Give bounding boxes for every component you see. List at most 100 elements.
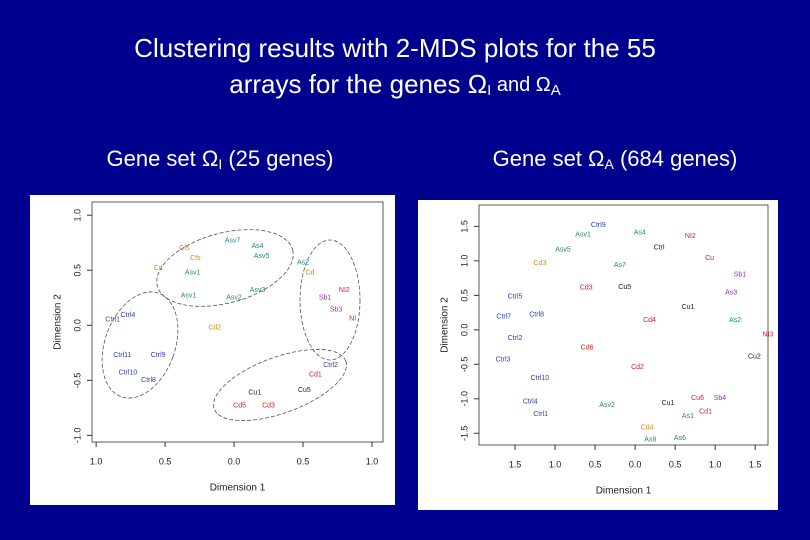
title-sub: A bbox=[551, 82, 561, 99]
point-label: Ctrl10 bbox=[530, 375, 549, 382]
y-tick-label: -1.5 bbox=[459, 426, 469, 442]
plot-box bbox=[478, 204, 769, 446]
point-label: As1 bbox=[682, 413, 694, 420]
point-label: Ctrl8 bbox=[529, 311, 544, 318]
heading-sub: A bbox=[604, 156, 614, 172]
y-tick-label: -0.5 bbox=[72, 373, 82, 389]
point-label: Cu1 bbox=[682, 304, 695, 311]
x-tick-label: 1.0 bbox=[709, 459, 722, 469]
point-label: Ctrl2 bbox=[508, 335, 523, 342]
point-label: Cd bbox=[154, 265, 163, 272]
point-label: As3 bbox=[725, 289, 737, 296]
x-tick-label: 0.5 bbox=[669, 459, 682, 469]
y-axis-label: Dimension 2 bbox=[53, 294, 64, 350]
point-label: Cu6 bbox=[691, 395, 704, 402]
heading-sub: I bbox=[218, 156, 222, 172]
x-tick-label: 1.5 bbox=[749, 459, 762, 469]
point-label: Cd2 bbox=[208, 324, 221, 331]
point-label: NI2 bbox=[339, 287, 350, 294]
point-label: Ctrl2 bbox=[323, 362, 338, 369]
point-label: Cu2 bbox=[748, 354, 761, 361]
plot-box bbox=[91, 201, 384, 443]
point-label: Cu bbox=[705, 255, 714, 262]
y-tick-label: 0.5 bbox=[459, 289, 469, 302]
point-label: Cfs bbox=[190, 255, 201, 262]
point-label: Asv5 bbox=[254, 253, 270, 260]
point-label: As7 bbox=[614, 262, 626, 269]
point-label: Ctrl3 bbox=[496, 356, 511, 363]
x-tick-label: 1.0 bbox=[549, 459, 562, 469]
point-label: Cd3 bbox=[533, 260, 546, 267]
y-tick-label: -1.0 bbox=[459, 391, 469, 407]
point-label: Ctrl9 bbox=[591, 222, 606, 229]
title-sub: I bbox=[487, 82, 491, 99]
point-label: Asv5 bbox=[555, 247, 571, 254]
heading-text: (684 genes) bbox=[614, 146, 738, 171]
y-axis-label: Dimension 2 bbox=[440, 297, 451, 353]
title-line-1: Clustering results with 2-MDS plots for … bbox=[134, 33, 656, 63]
y-tick-label: 1.0 bbox=[459, 255, 469, 268]
point-label: Asv1 bbox=[185, 269, 201, 276]
x-tick-label: 0.5 bbox=[159, 456, 172, 466]
x-tick-label: 0.0 bbox=[228, 456, 241, 466]
point-label: Ctrl8 bbox=[141, 377, 156, 384]
point-label: Sb3 bbox=[330, 307, 343, 314]
point-label: As6 bbox=[674, 435, 686, 442]
point-label: Cd2 bbox=[631, 364, 644, 371]
heading-text: (25 genes) bbox=[222, 146, 333, 171]
point-label: Ctrl10 bbox=[119, 369, 138, 376]
point-label: NI2 bbox=[685, 233, 696, 240]
x-tick-label: 1.5 bbox=[509, 459, 522, 469]
point-label: Cu1 bbox=[248, 389, 261, 396]
point-label: As2 bbox=[729, 317, 741, 324]
point-label: NI3 bbox=[763, 331, 774, 338]
point-label: Ctrl bbox=[654, 245, 665, 252]
point-label: NI bbox=[349, 316, 356, 323]
title-text: arrays for the genes Ω bbox=[229, 69, 487, 99]
point-label: Asv3 bbox=[250, 287, 266, 294]
point-label: Cd bbox=[305, 269, 314, 276]
point-label: As4 bbox=[634, 229, 646, 236]
cluster-outlines bbox=[101, 229, 361, 421]
chart-heading: Gene set ΩA (684 genes) bbox=[493, 146, 738, 172]
x-tick-label: 0.5 bbox=[297, 456, 310, 466]
heading-text: Gene set Ω bbox=[106, 146, 218, 171]
title-text: and Ω bbox=[491, 74, 550, 96]
point-label: Sb1 bbox=[734, 271, 747, 278]
point-label: Cu1 bbox=[662, 400, 675, 407]
point-label: As8 bbox=[644, 436, 656, 443]
point-label: Cfs bbox=[179, 245, 190, 252]
panel bbox=[30, 195, 395, 505]
point-label: Asv2 bbox=[226, 295, 242, 302]
point-label: Ctrl1 bbox=[105, 317, 120, 324]
point-label: Asv1 bbox=[575, 231, 591, 238]
y-tick-label: 1.5 bbox=[459, 220, 469, 233]
point-label: Sb1 bbox=[319, 295, 332, 302]
point-label: Ctrl1 bbox=[533, 411, 548, 418]
point-label: Cd4 bbox=[641, 425, 654, 432]
x-tick-label: 1.0 bbox=[366, 456, 379, 466]
point-label: Sb4 bbox=[714, 395, 727, 402]
x-tick-label: 0.5 bbox=[589, 459, 602, 469]
x-tick-label: 1.0 bbox=[90, 456, 103, 466]
point-label: Cd1 bbox=[699, 409, 712, 416]
point-label: Cd6 bbox=[581, 345, 594, 352]
x-axis-label: Dimension 1 bbox=[210, 483, 266, 494]
point-label: Ctrl4 bbox=[120, 312, 135, 319]
x-tick-label: 0.0 bbox=[629, 459, 642, 469]
y-tick-label: -1.0 bbox=[72, 428, 82, 444]
point-label: Asv1 bbox=[181, 292, 197, 299]
point-label: Ctrl4 bbox=[523, 398, 538, 405]
y-tick-label: 0.0 bbox=[72, 319, 82, 332]
chart-heading: Gene set ΩI (25 genes) bbox=[106, 146, 333, 172]
y-tick-label: -0.5 bbox=[459, 357, 469, 373]
point-label: Cu5 bbox=[618, 284, 631, 291]
point-label: As2 bbox=[297, 259, 309, 266]
point-label: Cd4 bbox=[643, 317, 656, 324]
x-axis-label: Dimension 1 bbox=[596, 486, 652, 497]
point-label: Cd1 bbox=[309, 372, 322, 379]
point-label: Ctrl5 bbox=[508, 294, 523, 301]
point-label: Cd3 bbox=[580, 285, 593, 292]
point-label: Cd5 bbox=[233, 403, 246, 410]
